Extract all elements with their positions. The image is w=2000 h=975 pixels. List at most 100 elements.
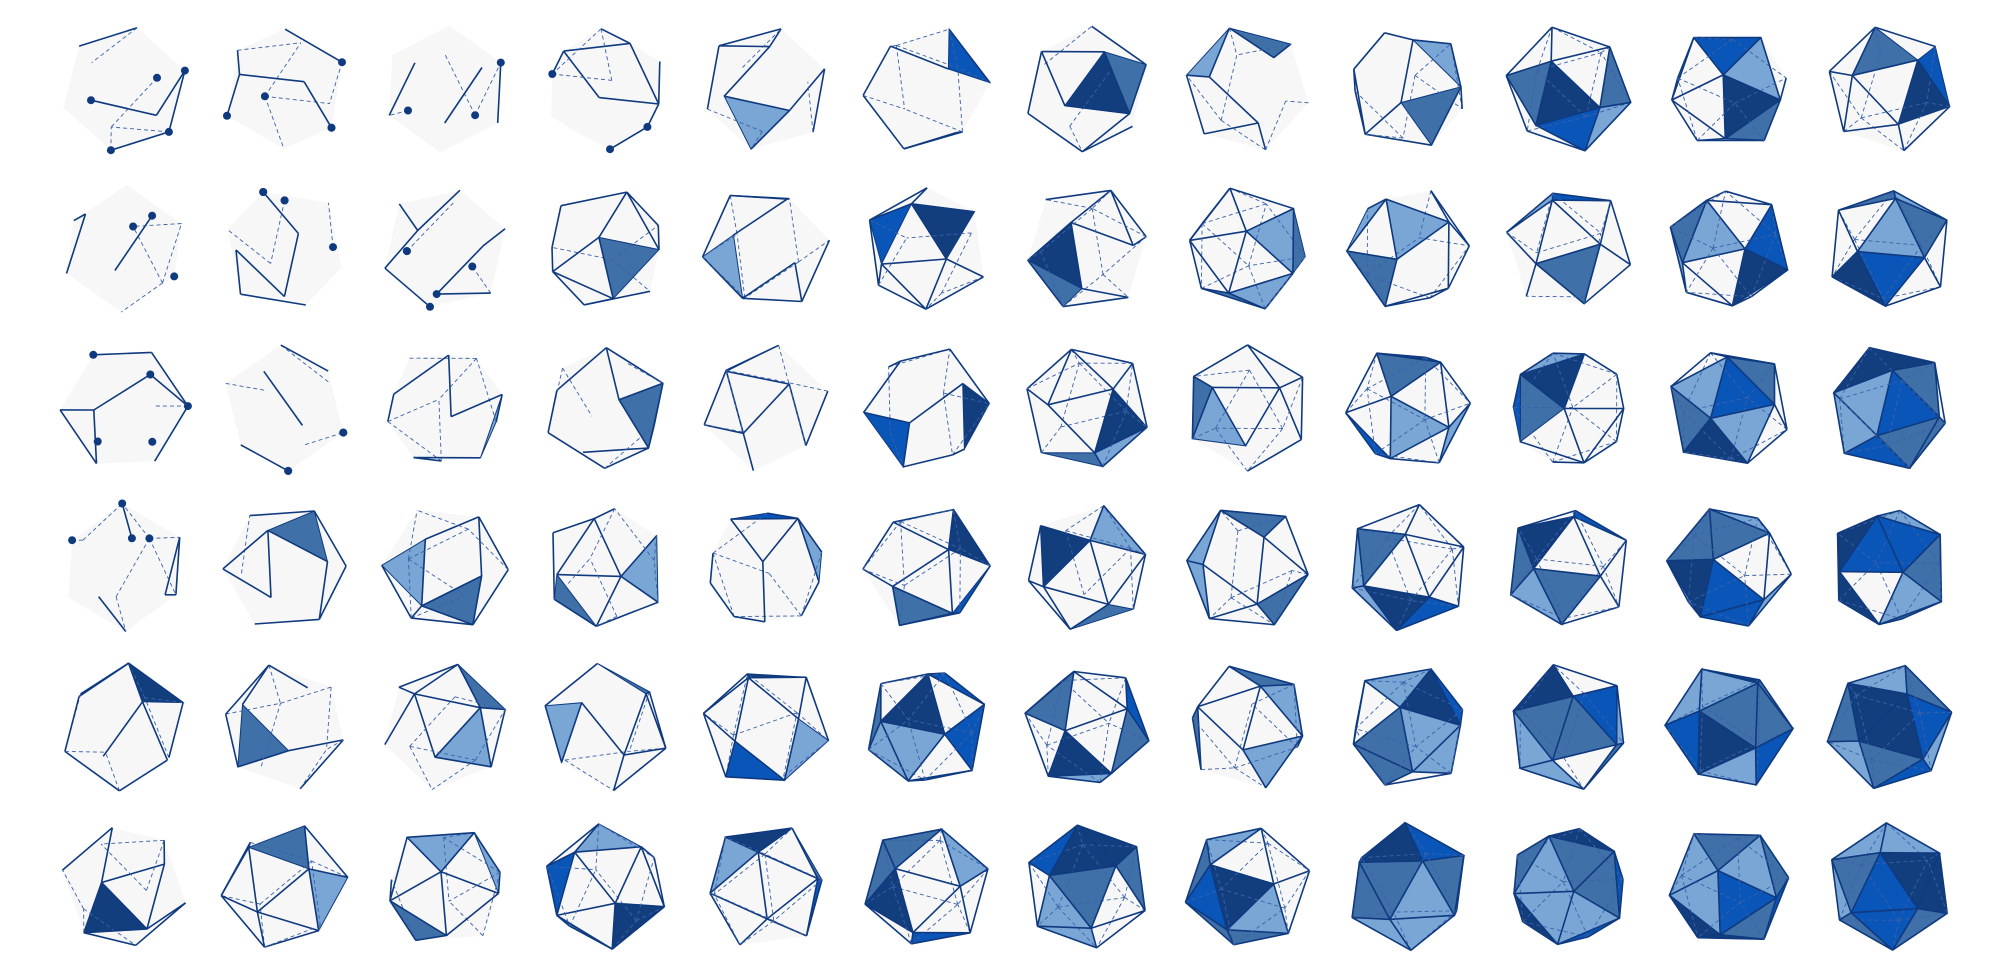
hidden-edge bbox=[1563, 878, 1624, 883]
hidden-edge bbox=[1843, 117, 1862, 132]
edge bbox=[1094, 452, 1104, 467]
hidden-edge bbox=[1552, 192, 1602, 234]
edge bbox=[709, 851, 759, 894]
hidden-edge bbox=[264, 95, 330, 105]
edge bbox=[1908, 422, 1946, 469]
icosahedron-cell-r3-c11 bbox=[1670, 352, 1788, 465]
edge bbox=[925, 258, 948, 310]
edge bbox=[1135, 846, 1146, 911]
edge bbox=[560, 702, 583, 763]
edge bbox=[1193, 344, 1249, 378]
vertex-dot bbox=[183, 402, 192, 411]
icosahedron-cell-r3-c3 bbox=[387, 354, 503, 462]
edge bbox=[1583, 264, 1631, 305]
edge bbox=[725, 741, 736, 778]
hidden-edge bbox=[1402, 75, 1416, 139]
hidden-edge bbox=[1352, 587, 1411, 602]
hidden-edge bbox=[712, 552, 770, 574]
edge bbox=[1070, 221, 1134, 247]
edge bbox=[1028, 862, 1039, 927]
hidden-edge bbox=[1677, 77, 1735, 104]
edge bbox=[1247, 344, 1304, 378]
edge bbox=[240, 444, 289, 472]
edge bbox=[1201, 187, 1231, 225]
edge bbox=[1885, 286, 1941, 307]
hidden-edge bbox=[1670, 226, 1714, 249]
edge bbox=[280, 344, 329, 372]
edge bbox=[388, 62, 416, 116]
edge bbox=[1357, 527, 1406, 536]
hidden-edge bbox=[1424, 357, 1427, 420]
edge bbox=[64, 696, 80, 752]
hidden-edge bbox=[611, 225, 659, 260]
edge bbox=[959, 868, 989, 887]
hidden-edge bbox=[1712, 233, 1776, 249]
edge bbox=[1351, 587, 1398, 631]
edge bbox=[703, 370, 727, 426]
edge bbox=[1902, 534, 1941, 573]
edge bbox=[1090, 909, 1146, 929]
hidden-edge bbox=[783, 740, 829, 777]
hidden-edge bbox=[409, 745, 476, 761]
edge bbox=[1535, 106, 1601, 127]
edge bbox=[1439, 362, 1450, 428]
edge bbox=[1197, 685, 1261, 708]
edge bbox=[436, 292, 491, 295]
edge bbox=[1732, 295, 1752, 307]
edge bbox=[1186, 509, 1222, 562]
edge bbox=[862, 45, 892, 96]
edge bbox=[1090, 927, 1098, 949]
edge bbox=[1551, 695, 1574, 761]
edge bbox=[862, 568, 894, 588]
hidden-edge bbox=[1926, 102, 1950, 108]
hidden-edge bbox=[904, 108, 963, 133]
edge bbox=[1026, 388, 1043, 453]
hidden-edge bbox=[1028, 844, 1083, 863]
hidden-edge bbox=[892, 886, 912, 944]
icosahedron-cell-r5-c4 bbox=[544, 662, 667, 792]
edge bbox=[1037, 925, 1097, 949]
hidden-edge bbox=[1693, 833, 1738, 839]
edge bbox=[236, 50, 241, 75]
edge bbox=[83, 928, 147, 934]
edge bbox=[1389, 914, 1455, 921]
edge bbox=[1126, 708, 1150, 742]
edge bbox=[1574, 509, 1627, 541]
edge bbox=[574, 851, 616, 904]
hidden-edge bbox=[1700, 770, 1757, 786]
edge bbox=[1352, 916, 1390, 921]
edge bbox=[1359, 860, 1423, 863]
edge bbox=[473, 832, 501, 873]
edge bbox=[1906, 693, 1924, 760]
edge bbox=[1405, 533, 1464, 548]
icosahedron-cell-r5-c7 bbox=[1024, 670, 1150, 784]
edge bbox=[1048, 772, 1112, 777]
hidden-edge bbox=[635, 857, 655, 921]
edge bbox=[1404, 822, 1424, 862]
edge bbox=[1390, 361, 1442, 398]
edge bbox=[1874, 26, 1936, 48]
icosahedron-cell-r4-c3 bbox=[380, 509, 509, 626]
edge bbox=[440, 871, 499, 895]
edge bbox=[944, 733, 973, 771]
edge bbox=[1089, 540, 1110, 605]
edge bbox=[1064, 730, 1112, 775]
edge bbox=[1265, 735, 1304, 789]
edge bbox=[629, 43, 660, 105]
hidden-edge bbox=[1669, 875, 1682, 896]
edge bbox=[267, 530, 272, 598]
edge bbox=[907, 733, 946, 782]
edge bbox=[863, 411, 910, 424]
edge bbox=[1124, 677, 1128, 709]
edge bbox=[882, 839, 897, 869]
edge bbox=[1615, 408, 1625, 442]
hidden-edge bbox=[807, 81, 814, 133]
edge bbox=[1081, 287, 1129, 299]
edge bbox=[1573, 515, 1627, 542]
edge bbox=[150, 351, 189, 407]
edge bbox=[927, 673, 985, 706]
edge bbox=[1292, 208, 1295, 274]
hidden-edge bbox=[1386, 537, 1412, 601]
edge bbox=[1892, 361, 1935, 372]
edge bbox=[1354, 680, 1366, 729]
